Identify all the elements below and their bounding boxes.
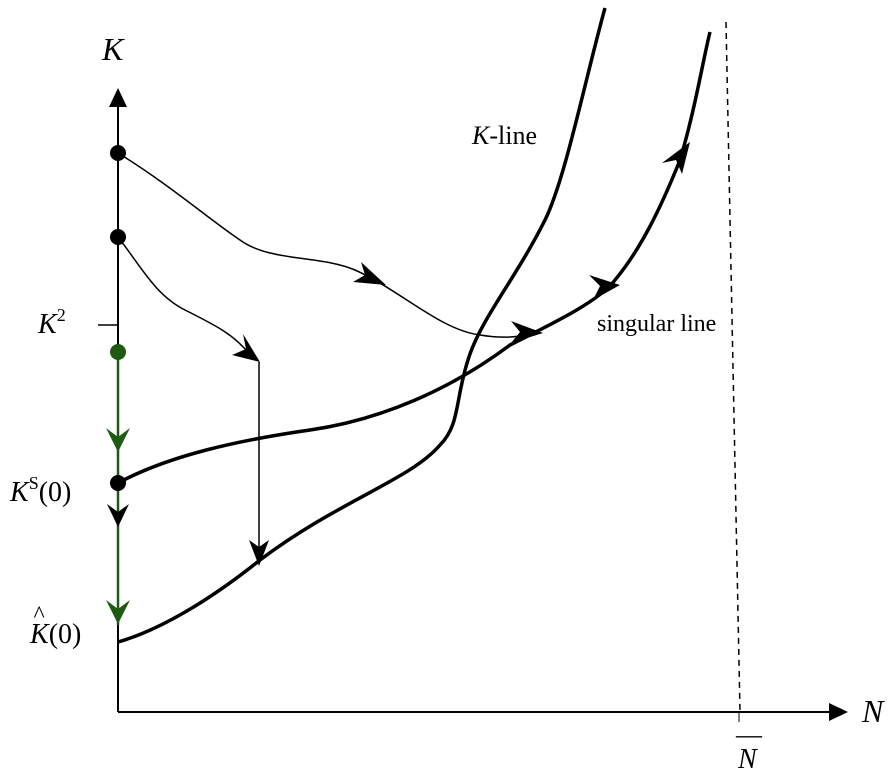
ks0-point bbox=[110, 475, 126, 491]
trajectory-upper-arrow-2 bbox=[511, 321, 543, 343]
n-bar-label: N bbox=[737, 744, 758, 774]
trajectory-upper bbox=[117, 152, 541, 338]
trajectory-vertical-arrow bbox=[249, 540, 269, 566]
k-line-label: K-line bbox=[471, 121, 537, 150]
khat0-label: K(0) bbox=[29, 619, 81, 650]
singular-line-curve bbox=[117, 31, 712, 485]
green-arrow-lower bbox=[106, 600, 130, 624]
singular-line-arrow-mid bbox=[589, 275, 620, 300]
trajectory-upper-arrow-1 bbox=[353, 262, 386, 285]
trajectory-lower bbox=[117, 236, 251, 356]
k-line-curve bbox=[117, 7, 607, 644]
singular-line-arrow-upper bbox=[662, 142, 690, 174]
initial-point-top bbox=[110, 145, 126, 161]
k2-label: K2 bbox=[37, 305, 66, 340]
singular-line-label: singular line bbox=[597, 311, 716, 337]
initial-point-green bbox=[110, 344, 126, 360]
initial-point-second bbox=[110, 229, 126, 245]
y-axis-arrowhead bbox=[109, 88, 127, 107]
n-bar-overline: — bbox=[735, 720, 763, 749]
trajectory-lower-arrow bbox=[232, 334, 260, 362]
y-axis-label: K bbox=[101, 31, 125, 67]
green-arrow-upper bbox=[106, 428, 130, 452]
n-bar-dashed-line bbox=[725, 21, 741, 713]
black-axis-arrow bbox=[107, 504, 129, 527]
khat-accent: ^ bbox=[33, 602, 45, 628]
ks0-label: KS(0) bbox=[9, 473, 71, 508]
x-axis-arrowhead bbox=[829, 703, 848, 721]
x-axis-label: N bbox=[861, 693, 885, 729]
